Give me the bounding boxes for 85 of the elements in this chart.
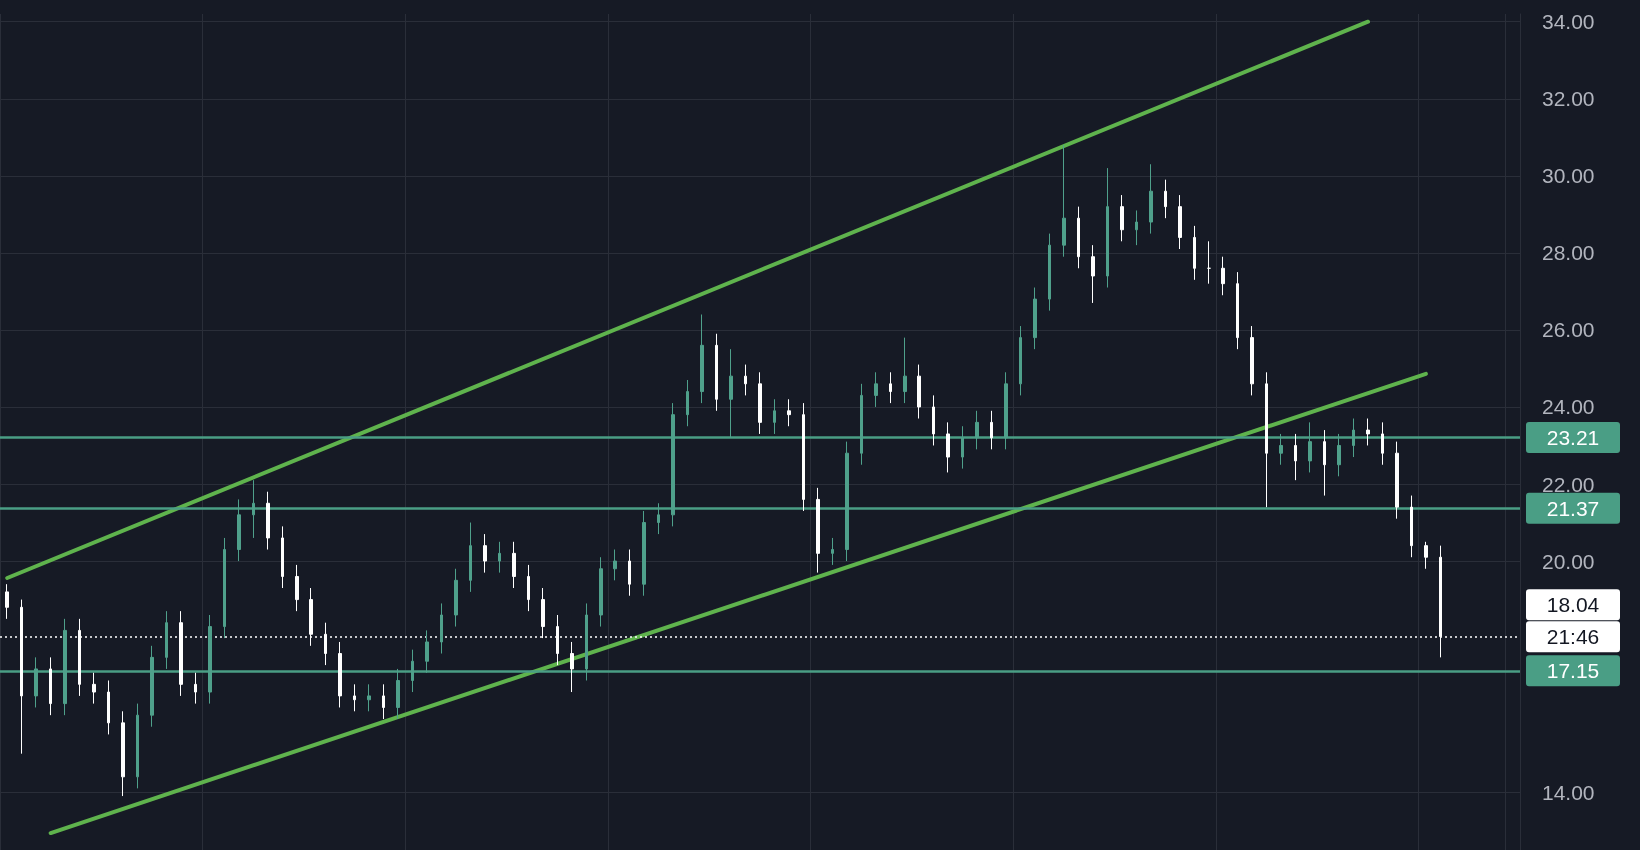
- candlestick: [917, 364, 921, 420]
- candlestick: [179, 610, 183, 697]
- y-tick-label: 30.00: [1542, 164, 1595, 188]
- y-tick-label: 22.00: [1542, 472, 1595, 496]
- candlestick: [946, 421, 950, 473]
- candlestick: [1395, 441, 1399, 520]
- candlestick: [570, 641, 574, 693]
- candlestick: [816, 487, 820, 574]
- candlestick: [715, 333, 718, 412]
- candlestick: [92, 672, 96, 705]
- candlestick: [49, 656, 52, 716]
- ref-line-label: 18.04: [1546, 593, 1600, 617]
- ref-line-label: 17.15: [1546, 659, 1600, 683]
- candlestick: [990, 410, 993, 450]
- candlestick: [787, 398, 791, 427]
- candlestick: [266, 491, 270, 550]
- candlestick: [295, 564, 299, 612]
- candlestick: [744, 364, 747, 396]
- candlestick: [1366, 418, 1370, 446]
- candlestick: [440, 602, 443, 655]
- candlestick: [281, 525, 284, 589]
- ref-line-label: 23.21: [1546, 425, 1600, 449]
- candlestick: [1193, 225, 1196, 281]
- candlestick: [773, 398, 776, 435]
- candlestick: [1135, 209, 1138, 246]
- candlestick: [1265, 371, 1268, 508]
- candlestick: [1250, 325, 1254, 396]
- candlestick: [121, 710, 125, 797]
- candlestick: [1149, 163, 1153, 235]
- candlestick: [599, 556, 603, 628]
- candlestick: [527, 564, 530, 612]
- candlestick: [1424, 541, 1428, 570]
- candlestick: [1381, 421, 1384, 466]
- candlestick: [1120, 194, 1124, 242]
- y-tick-label: 34.00: [1542, 10, 1595, 34]
- candlestick: [758, 371, 762, 435]
- y-tick-label: 28.00: [1542, 241, 1595, 265]
- candlestick: [1077, 206, 1080, 269]
- text: 21:46: [1546, 625, 1600, 649]
- candlestick: [1062, 144, 1066, 258]
- candlestick: [903, 337, 907, 404]
- candlestick: [512, 541, 516, 589]
- y-tick-label: 20.00: [1542, 549, 1595, 573]
- candlestick: [700, 314, 704, 404]
- candlestick: [194, 672, 197, 705]
- candlestick: [889, 371, 892, 404]
- candlestick: [324, 622, 327, 666]
- candlestick: [5, 583, 9, 620]
- y-tick-label: 26.00: [1542, 318, 1595, 342]
- candlestick: [802, 402, 805, 512]
- candlestick: [136, 703, 139, 789]
- candlestick: [498, 541, 501, 574]
- candlestick: [613, 549, 617, 581]
- y-tick-label: 32.00: [1542, 87, 1595, 111]
- candlestick: [1294, 433, 1297, 481]
- candlestick: [367, 683, 371, 712]
- candlestick: [223, 537, 226, 639]
- candlestick: [628, 549, 631, 597]
- candlestick: [1048, 233, 1051, 312]
- candlestick: [1410, 495, 1413, 558]
- candlestick: [1221, 256, 1225, 296]
- ref-line-label: 21.37: [1546, 496, 1600, 520]
- candlestick: [1236, 271, 1239, 350]
- candlestick: [1207, 240, 1211, 285]
- candlestick: [1106, 167, 1109, 289]
- candlestick: [20, 599, 23, 755]
- candlestick: [932, 394, 935, 446]
- y-tick-label: 24.00: [1542, 395, 1595, 419]
- candlestick: [382, 683, 385, 720]
- candlestick: [483, 533, 487, 574]
- y-tick-label: 14.00: [1542, 780, 1595, 804]
- candlestick: [874, 371, 878, 408]
- candlestick: [1019, 325, 1022, 396]
- candlestick: [454, 568, 458, 628]
- candlestick: [686, 379, 689, 427]
- candlestick: [1164, 179, 1167, 219]
- candlestick: [1033, 287, 1037, 350]
- candlestick: [338, 641, 342, 708]
- candlestick: [469, 522, 472, 593]
- candlestick: [1091, 244, 1095, 304]
- candlestick: [107, 679, 110, 735]
- candlestick: [831, 537, 834, 566]
- candlestick: [1323, 429, 1326, 497]
- candlestick: [353, 683, 356, 712]
- candlestick: [1178, 194, 1182, 250]
